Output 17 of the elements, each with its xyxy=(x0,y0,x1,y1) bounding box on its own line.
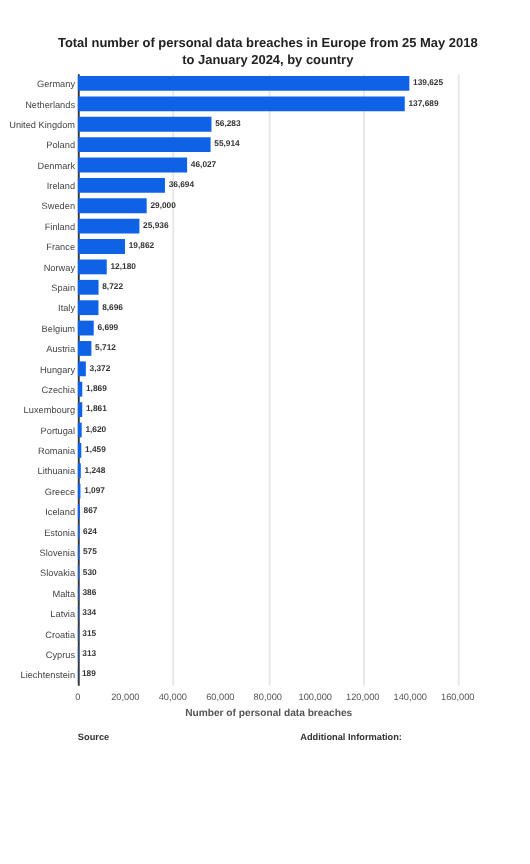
bar xyxy=(77,76,410,91)
bar xyxy=(77,198,147,214)
bar xyxy=(77,116,212,132)
bar xyxy=(77,96,405,112)
bar xyxy=(77,381,83,397)
bar xyxy=(77,320,94,336)
bar xyxy=(77,361,86,377)
bar xyxy=(77,341,92,356)
bar xyxy=(77,218,140,234)
bar xyxy=(77,279,99,295)
bar xyxy=(77,239,125,254)
bar xyxy=(77,402,83,418)
bar xyxy=(77,137,211,153)
bar xyxy=(77,157,188,173)
bar xyxy=(77,259,107,275)
bar xyxy=(77,300,99,316)
bar xyxy=(77,177,165,193)
